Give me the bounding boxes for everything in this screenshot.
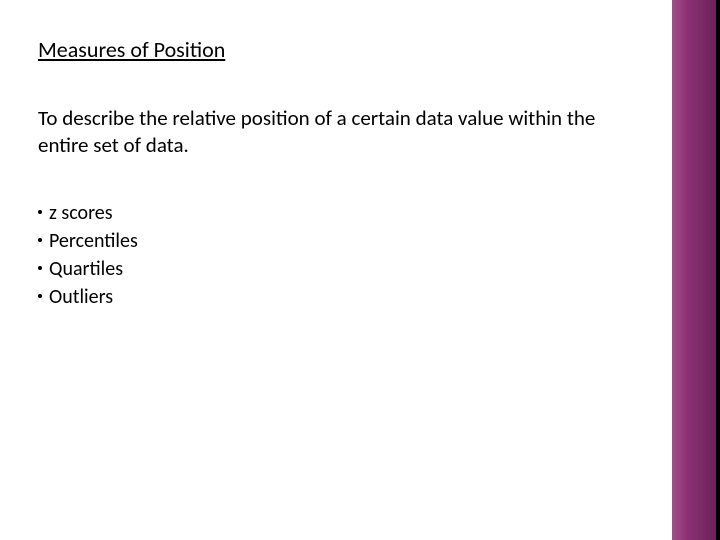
slide-content: Measures of Position To describe the rel… bbox=[0, 0, 716, 311]
bullet-list: z scores Percentiles Quartiles Outliers bbox=[38, 199, 656, 311]
list-item: z scores bbox=[38, 199, 656, 227]
slide: Measures of Position To describe the rel… bbox=[0, 0, 716, 540]
list-item: Outliers bbox=[38, 283, 656, 311]
slide-title: Measures of Position bbox=[38, 36, 656, 63]
list-item: Percentiles bbox=[38, 227, 656, 255]
accent-bar bbox=[672, 0, 716, 540]
list-item: Quartiles bbox=[38, 255, 656, 283]
slide-description: To describe the relative position of a c… bbox=[38, 105, 598, 159]
